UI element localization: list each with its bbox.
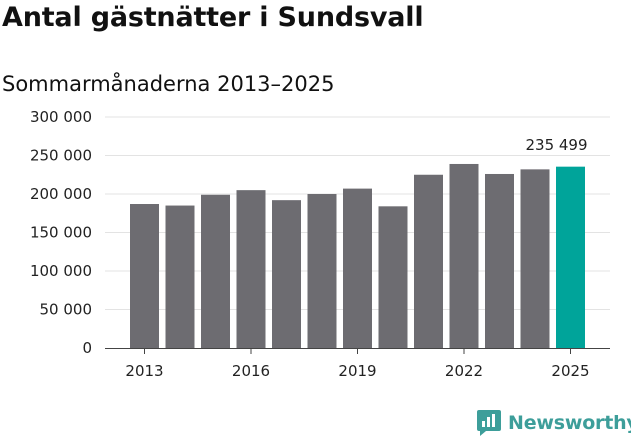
bar [236,190,266,348]
bar [414,174,443,348]
chart-subtitle: Sommarmånaderna 2013–2025 [2,72,335,96]
y-axis-ticks: 0 50 000 100 000 150 000 200 000 250 000 300 0… [30,108,92,357]
y-tick-label: 100 000 [30,262,92,280]
data-label: 235 499 [525,136,587,154]
y-tick-label: 0 [82,339,92,357]
brand-name: Newsworthy [508,412,631,434]
bar [378,206,408,348]
y-tick-label: 200 000 [30,185,92,203]
x-tick-label: 2022 [445,362,483,380]
x-axis-ticks: 2013 2016 2019 2022 2025 [125,348,590,380]
bar [343,188,372,348]
y-tick-label: 250 000 [30,147,92,165]
chart-title: Antal gästnätter i Sundsvall [2,2,424,33]
newsworthy-icon [477,410,501,436]
y-tick-label: 50 000 [40,301,93,319]
bar [201,194,230,348]
bar [307,194,337,348]
bar [130,204,159,348]
x-tick-label: 2025 [551,362,589,380]
bar [485,173,514,348]
bar [272,200,301,348]
bar [520,169,550,348]
newsworthy-logo: Newsworthy [476,408,631,438]
bar-chart: 0 50 000 100 000 150 000 200 000 250 000 300 0… [30,108,610,380]
x-tick-label: 2013 [125,362,163,380]
bar [449,163,479,348]
x-tick-label: 2019 [338,362,376,380]
bar [556,166,585,348]
y-tick-label: 300 000 [30,108,92,126]
data-labels: 235 499 [525,136,587,154]
bar [165,205,195,348]
bars [130,163,585,348]
y-tick-label: 150 000 [30,224,92,242]
x-tick-label: 2016 [232,362,270,380]
